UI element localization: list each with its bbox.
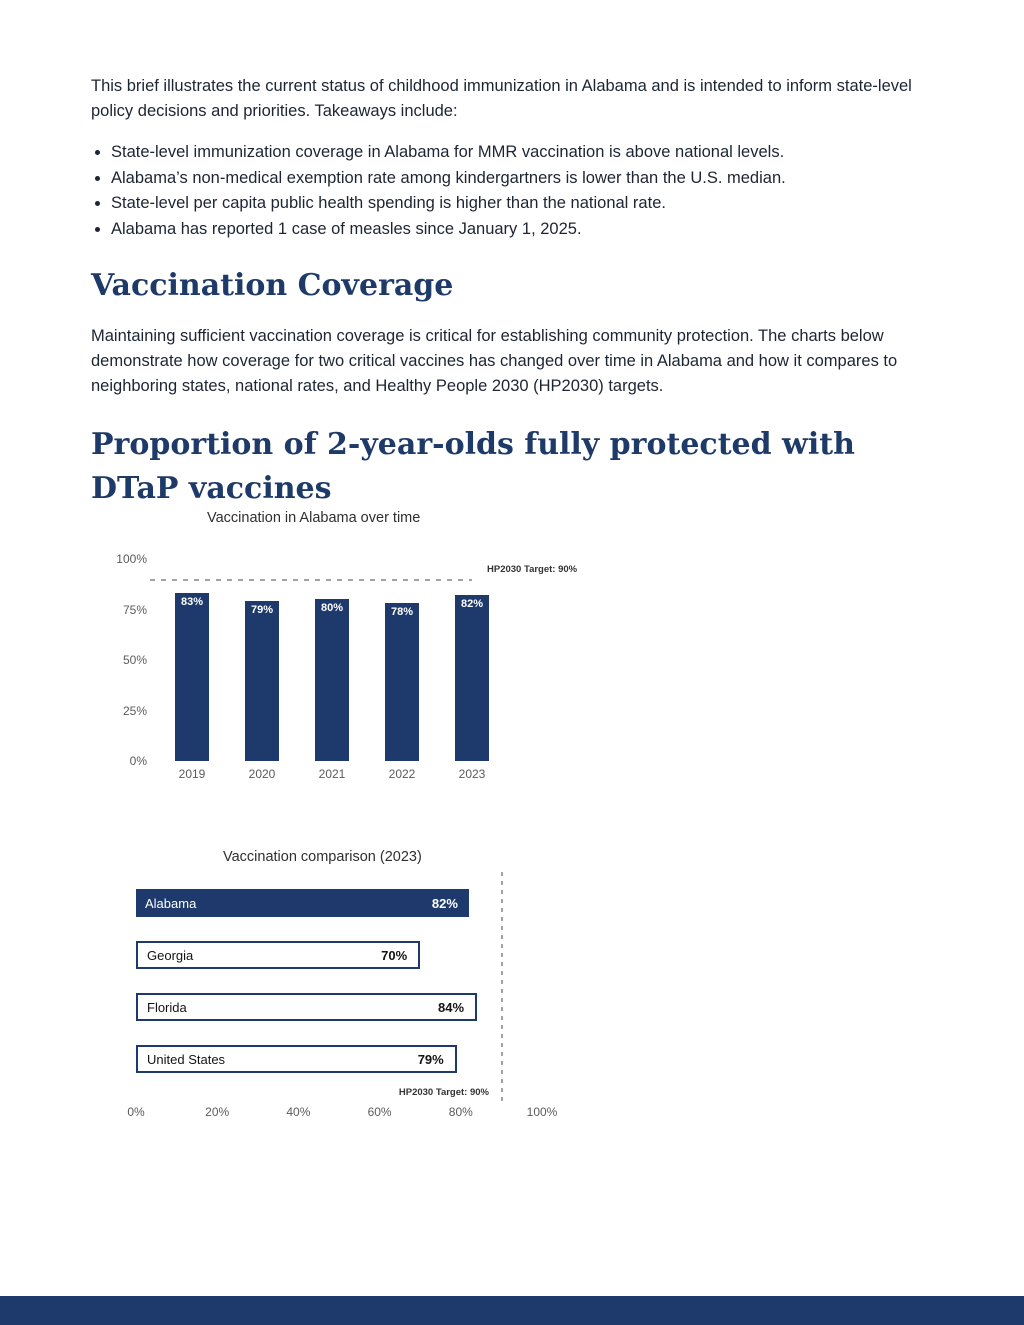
- hbar-label: United States: [147, 1051, 226, 1067]
- c2-target-line: [501, 872, 504, 1104]
- subsection-title-dtap: Proportion of 2-year-olds fully protecte…: [91, 427, 855, 507]
- x-tick-label: 2019: [178, 767, 206, 781]
- x-tick-label: 0%: [127, 1105, 145, 1119]
- bar-value-label: 80%: [320, 602, 344, 615]
- x-tick-label: 2023: [458, 767, 486, 781]
- x-tick-label: 80%: [448, 1105, 473, 1119]
- bar-value-label: 83%: [180, 596, 204, 609]
- takeaway-item: State-level per capita public health spe…: [111, 191, 936, 217]
- bar-column-2020: 79%: [227, 559, 297, 761]
- y-tick-label: 25%: [122, 703, 147, 718]
- c1-target-label: HP2030 Target: 90%: [487, 564, 578, 576]
- hbar-value-label: 70%: [381, 947, 408, 963]
- bar-value-label: 79%: [250, 604, 274, 617]
- coverage-paragraph: Maintaining sufficient vaccination cover…: [91, 327, 898, 396]
- y-tick-label: 100%: [116, 552, 147, 566]
- takeaway-item: Alabama’s non-medical exemption rate amo…: [111, 166, 936, 192]
- hbar-value-label: 79%: [417, 1051, 444, 1067]
- c2-target-label: HP2030 Target: 90%: [398, 1087, 489, 1098]
- y-tick-label: 50%: [122, 653, 147, 667]
- hbar-alabama: Alabama 82%: [136, 889, 469, 917]
- report-content: This brief illustrates the current statu…: [91, 57, 936, 536]
- hbar-united-states: United States 79%: [136, 1045, 457, 1073]
- takeaway-item: State-level immunization coverage in Ala…: [111, 140, 936, 166]
- bar-2022: 78%: [385, 603, 419, 761]
- y-tick-label: 0%: [129, 754, 147, 768]
- section-title-vaccination-coverage: Vaccination Coverage: [91, 268, 454, 303]
- bar-2020: 79%: [245, 601, 279, 761]
- c1-y-axis: 100% 75% 50% 25% 0%: [0, 552, 147, 768]
- x-tick-label: 40%: [286, 1105, 311, 1119]
- chart-vaccination-comparison: Vaccination comparison (2023) HP2030 Tar…: [0, 841, 700, 1141]
- hbar-value-label: 84%: [438, 999, 465, 1015]
- c1-plot-area: HP2030 Target: 90% 83% 79% 80% 78% 82%: [150, 559, 577, 761]
- c1-target-line: [150, 579, 472, 582]
- x-tick-label: 2022: [388, 767, 416, 781]
- bar-column-2023: 82%: [437, 559, 507, 761]
- bar-column-2022: 78%: [367, 559, 437, 761]
- chart-title: Vaccination comparison (2023): [223, 849, 422, 865]
- c1-bars: 83% 79% 80% 78% 82%: [157, 559, 507, 761]
- hbar-florida: Florida 84%: [136, 993, 478, 1021]
- hbar-label: Georgia: [147, 947, 194, 963]
- x-tick-label: 20%: [205, 1105, 230, 1119]
- bar-2023: 82%: [455, 595, 489, 761]
- bar-value-label: 78%: [390, 606, 414, 619]
- bar-value-label: 82%: [460, 598, 484, 611]
- chart-title: Vaccination in Alabama over time: [207, 510, 421, 526]
- chart-vaccination-over-time: Vaccination in Alabama over time 100% 75%…: [0, 500, 680, 800]
- footer-bar: [0, 1296, 1024, 1325]
- x-tick-label: 60%: [367, 1105, 392, 1119]
- x-tick-label: 2020: [248, 767, 276, 781]
- c1-x-labels: 2019 2020 2021 2022 2023: [157, 767, 507, 781]
- intro-paragraph: This brief illustrates the current statu…: [91, 76, 912, 120]
- x-tick-label: 100%: [526, 1105, 558, 1119]
- c2-plot-area: HP2030 Target: 90% Alabama 82% Georgia 70% F…: [136, 872, 542, 1121]
- takeaways-list: State-level immunization coverage in Ala…: [91, 140, 936, 242]
- c2-x-axis: 0% 20% 40% 60% 80% 100%: [127, 1105, 557, 1121]
- bar-column-2021: 80%: [297, 559, 367, 761]
- takeaway-item: Alabama has reported 1 case of measles s…: [111, 217, 936, 243]
- bar-2019: 83%: [175, 593, 209, 761]
- hbar-label: Alabama: [145, 895, 197, 911]
- y-tick-label: 75%: [122, 602, 147, 617]
- hbar-label: Florida: [147, 999, 187, 1015]
- bar-2021: 80%: [315, 599, 349, 761]
- x-tick-label: 2021: [318, 767, 346, 781]
- bar-column-2019: 83%: [157, 559, 227, 761]
- hbar-georgia: Georgia 70%: [136, 941, 421, 969]
- hbar-value-label: 82%: [431, 895, 458, 911]
